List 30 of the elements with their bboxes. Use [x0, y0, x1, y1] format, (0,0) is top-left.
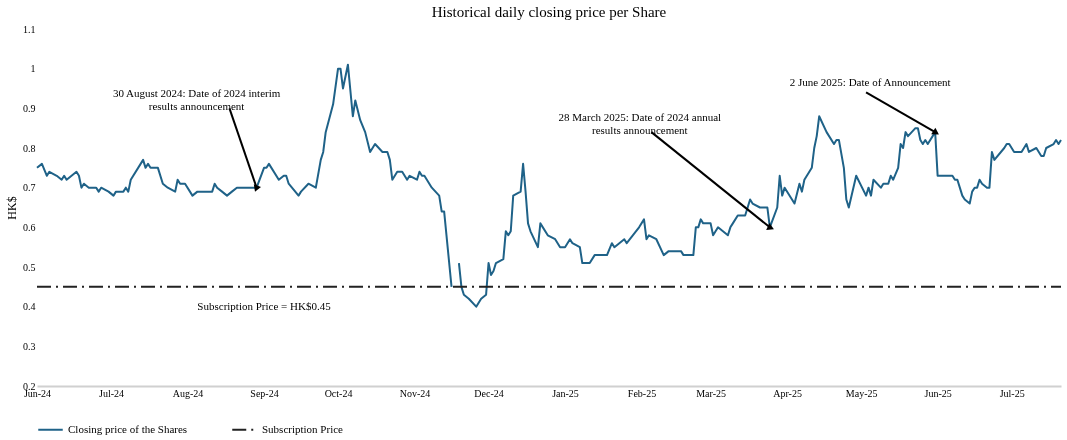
x-tick-label: May-25 — [845, 387, 878, 399]
x-tick-label: Jun-25 — [924, 387, 952, 399]
x-tick-label: Dec-24 — [474, 387, 504, 399]
y-tick-label: 0.7 — [23, 182, 36, 194]
y-tick-label: 0.6 — [23, 221, 36, 233]
y-tick-label: 0.5 — [23, 261, 36, 273]
annotation: 28 March 2025: Date of 2024 annual results announcement — [558, 111, 722, 137]
x-tick-label: Feb-25 — [627, 387, 657, 399]
x-tick-label: Sep-24 — [250, 387, 279, 399]
x-tick-label: Aug-24 — [172, 387, 204, 399]
x-tick-label: Mar-25 — [696, 387, 727, 399]
y-tick-label: 1.1 — [23, 23, 36, 35]
legend-label: Closing price of the Shares — [68, 422, 188, 435]
x-tick-label: Jan-25 — [552, 387, 579, 399]
x-tick-label: Jul-24 — [99, 387, 125, 399]
legend-label: Subscription Price — [262, 422, 344, 435]
chart-title: Historical daily closing price per Share — [431, 4, 667, 20]
x-tick-label: Nov-24 — [399, 387, 431, 399]
y-tick-label: 0.3 — [23, 340, 36, 352]
y-tick-label: 0.8 — [23, 142, 36, 154]
annotation: 30 August 2024: Date of 2024 interim results announcement — [112, 86, 281, 112]
annotation: 2 June 2025: Date of Announcement — [789, 76, 951, 89]
x-tick-label: Apr-25 — [773, 387, 802, 399]
x-tick-label: Jul-25 — [999, 387, 1025, 399]
y-axis-title: HK$ — [5, 196, 19, 220]
annotation: Subscription Price = HK$0.45 — [197, 299, 332, 312]
y-tick-label: 0.4 — [23, 301, 36, 313]
y-tick-label: 0.9 — [23, 102, 36, 114]
x-tick-label: Oct-24 — [324, 387, 353, 399]
y-tick-label: 1 — [30, 63, 36, 75]
